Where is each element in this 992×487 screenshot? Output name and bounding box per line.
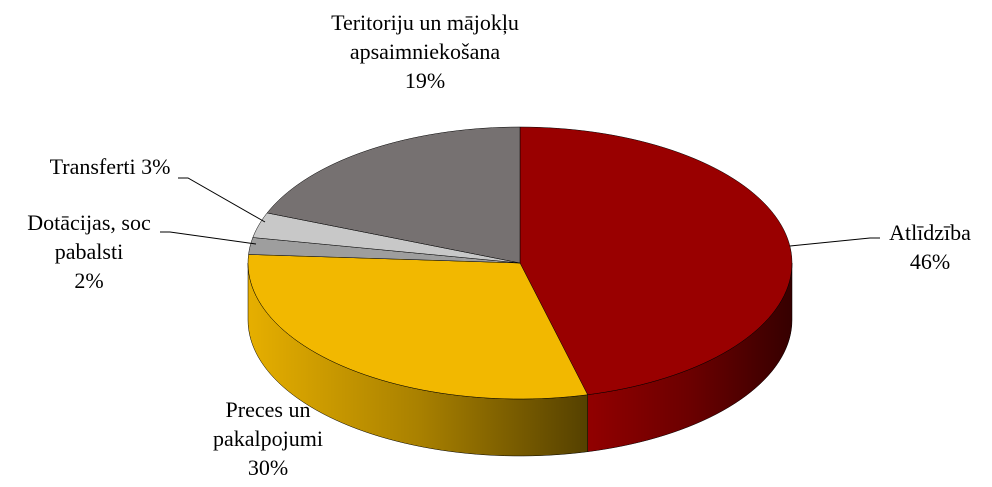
value-label: 30% bbox=[247, 455, 289, 480]
slice-label: Teritoriju un mājokļu apsaimniekošana 19% bbox=[300, 8, 550, 95]
value-label: 2% bbox=[74, 268, 104, 293]
leader-line bbox=[178, 177, 266, 223]
tops bbox=[247, 126, 793, 400]
slice-label: Atlīdzība 46% bbox=[870, 218, 990, 276]
value-label: 19% bbox=[404, 68, 446, 93]
slice bbox=[247, 254, 589, 400]
value-label: 46% bbox=[909, 249, 951, 274]
category-label: Preces un pakalpojumi bbox=[213, 397, 323, 451]
category-label: Teritoriju un mājokļu apsaimniekošana bbox=[331, 10, 519, 64]
slice-label: Transferti 3% bbox=[20, 152, 200, 181]
leader-line bbox=[160, 231, 257, 245]
leader-line bbox=[789, 237, 880, 247]
category-label: Atlīdzība bbox=[889, 220, 971, 245]
slice bbox=[252, 212, 521, 264]
value-label: 3% bbox=[141, 154, 171, 179]
slice bbox=[266, 126, 521, 264]
slice bbox=[519, 126, 793, 396]
slice-label: Preces un pakalpojumi 30% bbox=[180, 395, 356, 482]
slice-label: Dotācijas, soc pabalsti 2% bbox=[0, 208, 178, 295]
slice-side-shade bbox=[587, 263, 792, 452]
slice-side-shade bbox=[248, 263, 588, 456]
category-label: Dotācijas, soc pabalsti bbox=[27, 210, 151, 264]
leader-lines bbox=[160, 177, 880, 247]
category-label: Transferti bbox=[49, 154, 136, 179]
